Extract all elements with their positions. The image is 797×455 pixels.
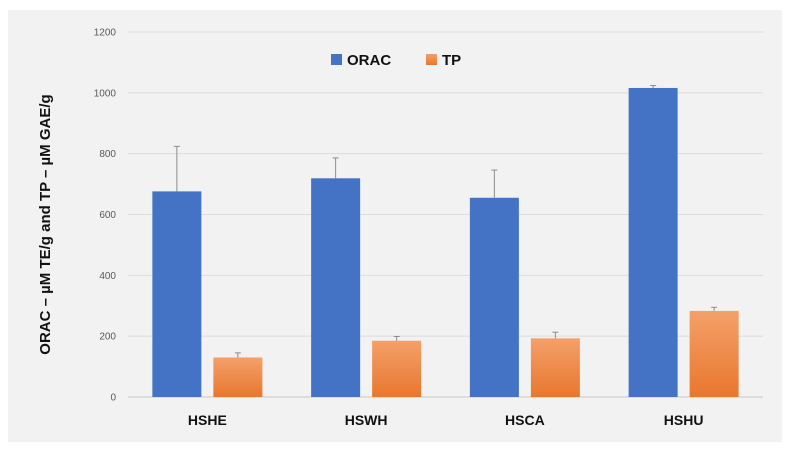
bar-tp-hsca (530, 338, 580, 397)
legend-swatch-orac (331, 54, 342, 65)
legend-label-tp: TP (442, 52, 461, 69)
chart-area: 0 200 400 600 800 1000 1200 HSHE HSWH HSCA HSHU O… (8, 10, 782, 442)
y-tick-label: 1000 (94, 88, 117, 99)
bar-orac-hsca (469, 197, 519, 397)
y-tick-label: 400 (99, 271, 116, 282)
y-tick-label: 800 (99, 149, 116, 160)
legend-swatch-tp (426, 54, 437, 65)
bar-orac-hswh (311, 178, 361, 397)
x-axis-categories: HSHE HSWH HSCA HSHU (188, 412, 704, 428)
y-tick-label: 200 (99, 332, 116, 343)
bar-orac-hshe (152, 191, 202, 397)
x-category-label: HSHU (664, 412, 704, 428)
x-category-label: HSCA (505, 412, 545, 428)
bar-orac-hshu (628, 87, 678, 397)
bar-tp-hshu (689, 310, 739, 397)
y-tick-label: 0 (110, 393, 116, 404)
bar-tp-hshe (213, 357, 263, 397)
bar-chart: 0 200 400 600 800 1000 1200 HSHE HSWH HSCA HSHU O… (37, 28, 763, 428)
x-category-label: HSHE (188, 412, 227, 428)
legend: ORAC TP (331, 52, 461, 69)
x-category-label: HSWH (345, 412, 388, 428)
bars (152, 85, 739, 397)
y-axis-label: ORAC – µM TE/g and TP – µM GAE/g (37, 94, 54, 354)
y-tick-label: 600 (99, 210, 116, 221)
y-axis-ticks: 0 200 400 600 800 1000 1200 (94, 28, 117, 404)
legend-label-orac: ORAC (347, 52, 391, 69)
gridlines (128, 31, 763, 398)
bar-tp-hswh (372, 340, 422, 397)
y-tick-label: 1200 (94, 28, 117, 39)
